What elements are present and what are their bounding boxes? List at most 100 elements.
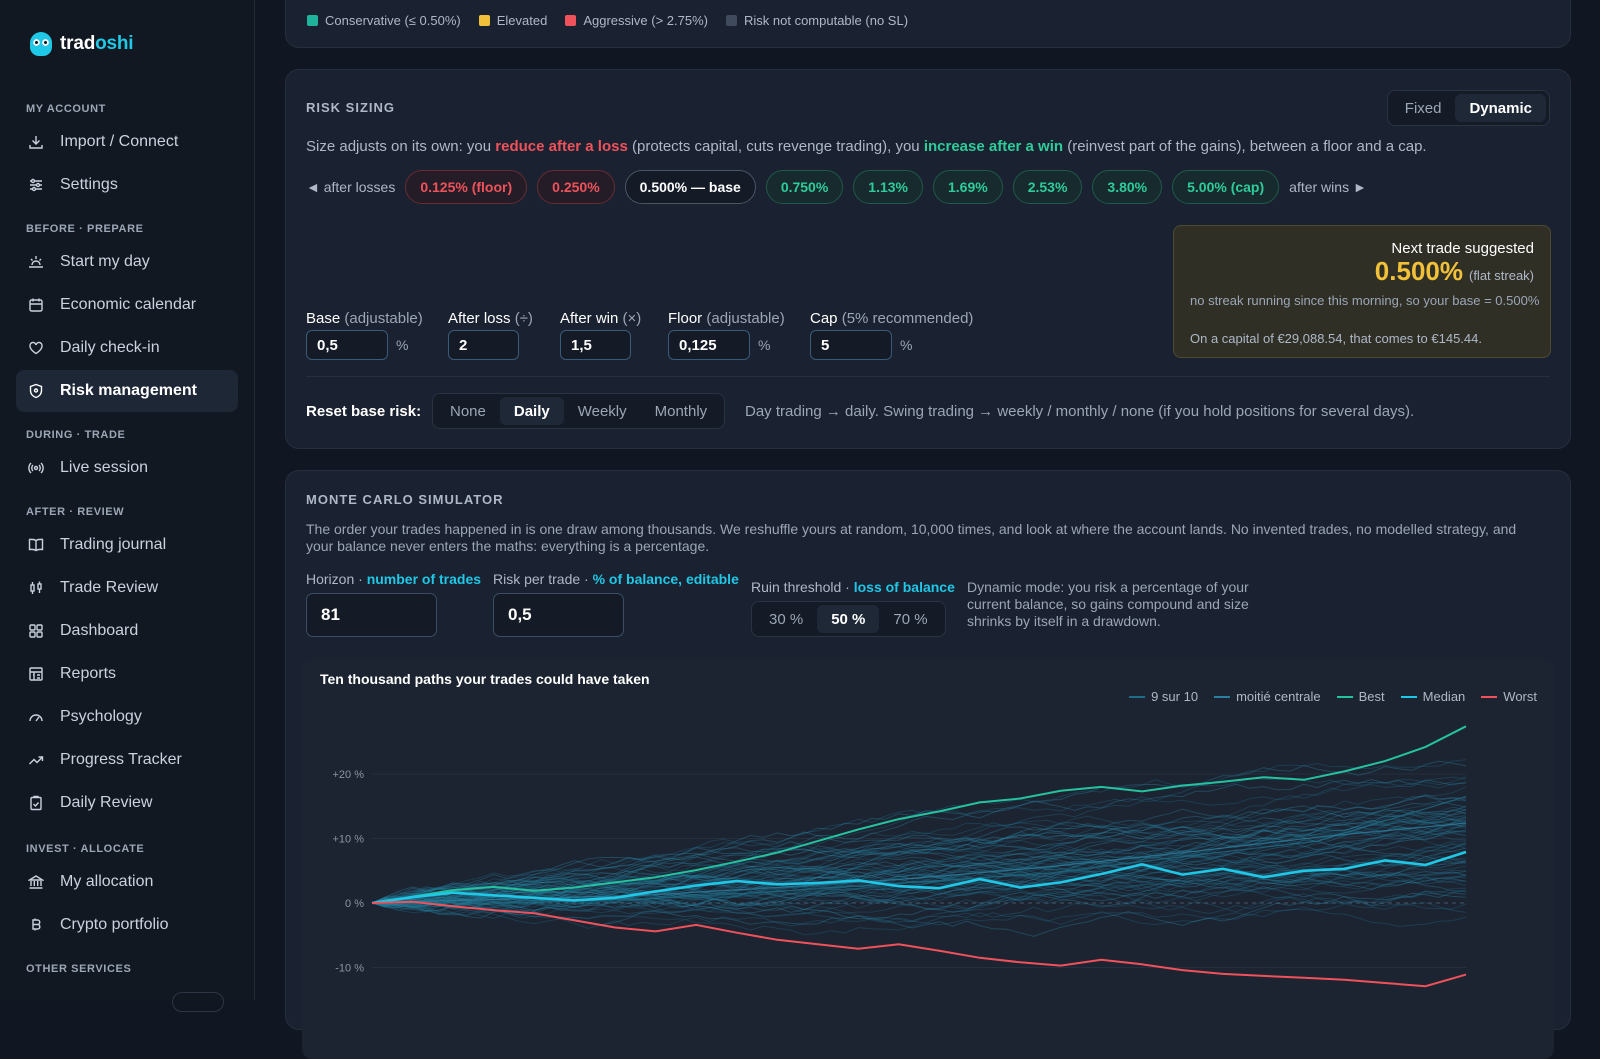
legend-line — [1481, 695, 1498, 698]
mode-dynamic-button[interactable]: Dynamic — [1455, 94, 1546, 122]
simulated-path — [371, 808, 1467, 907]
sidebar-item-dashboard[interactable]: Dashboard — [16, 610, 238, 652]
ladder-step: 1.69% — [933, 170, 1003, 204]
simulated-path — [371, 781, 1466, 906]
simulated-path — [371, 836, 1467, 904]
horizon-input[interactable]: 81 — [306, 593, 437, 637]
ladder-left-label: ◄ after losses — [306, 179, 396, 195]
base-risk-input[interactable]: 0,5 — [306, 330, 388, 360]
sidebar-item-label: Risk management — [60, 382, 197, 399]
section-title: RISK SIZING — [306, 100, 396, 115]
brand-logo[interactable]: tradoshi — [30, 32, 134, 56]
series-line — [371, 725, 1467, 904]
field-after-loss: After loss (÷) 2 — [448, 310, 533, 360]
risk-per-trade-input[interactable]: 0,5 — [493, 593, 624, 637]
broadcast-icon — [28, 462, 44, 474]
simulated-path — [371, 843, 1467, 909]
sidebar-item-live-session[interactable]: Live session — [16, 447, 238, 489]
reset-weekly-button[interactable]: Weekly — [577, 402, 627, 420]
suggestion-heading: Next trade suggested — [1391, 240, 1534, 257]
simulated-path — [371, 816, 1467, 907]
shield-icon — [29, 383, 43, 399]
sidebar-item-daily-check-in[interactable]: Daily check-in — [16, 327, 238, 369]
sidebar-item-label: Settings — [60, 176, 118, 193]
simulated-path — [371, 814, 1467, 914]
ladder-step-base: 0.500% — base — [624, 170, 756, 204]
floor-input[interactable]: 0,125 — [668, 330, 750, 360]
field-cap: Cap (5% recommended) 5% — [810, 310, 973, 360]
simulated-path — [371, 813, 1467, 909]
sidebar-item-economic-calendar[interactable]: Economic calendar — [16, 284, 238, 326]
sidebar-item-start-my-day[interactable]: Start my day — [16, 241, 238, 283]
sidebar-item-psychology[interactable]: Psychology — [16, 696, 238, 738]
simulated-path — [371, 870, 1467, 914]
simulated-path — [371, 778, 1467, 906]
chart-legend: 9 sur 10 moitié centrale Best Median Wor… — [1129, 689, 1537, 704]
ladder-step: 2.53% — [1012, 170, 1083, 204]
field-label: After loss (÷) — [448, 310, 533, 327]
after-loss-input[interactable]: 2 — [448, 330, 519, 360]
grid-icon — [29, 624, 43, 638]
sidebar: tradoshi MY ACCOUNT Import / Connect Set… — [0, 0, 255, 1012]
book-icon — [28, 538, 44, 552]
series-line — [371, 850, 1467, 905]
sidebar-item-progress-tracker[interactable]: Progress Tracker — [16, 739, 238, 781]
legend-item-conservative: Conservative (≤ 0.50%) — [307, 13, 461, 28]
after-win-input[interactable]: 1,5 — [560, 330, 631, 360]
next-trade-suggestion: Next trade suggested 0.500% (flat streak)… — [1173, 225, 1551, 358]
sidebar-item-label: Dashboard — [60, 622, 139, 639]
ruin-70-button[interactable]: 70 % — [893, 610, 928, 628]
simulated-path — [371, 833, 1467, 914]
sidebar-item-label: Live session — [60, 459, 149, 476]
sidebar-item-trade-review[interactable]: Trade Review — [16, 567, 238, 609]
field-floor: Floor (adjustable) 0,125% — [668, 310, 785, 360]
simulated-path — [371, 857, 1467, 912]
risk-sizing-card: RISK SIZING Fixed Dynamic Size adjusts o… — [285, 69, 1571, 449]
mode-fixed-button[interactable]: Fixed — [1404, 99, 1442, 117]
sidebar-item-settings[interactable]: Settings — [16, 164, 238, 206]
legend-line — [1214, 695, 1231, 698]
reset-none-button[interactable]: None — [450, 402, 486, 420]
ruin-threshold-toggle: 30 % 50 % 70 % — [751, 601, 946, 637]
nav-section-title: BEFORE · PREPARE — [26, 223, 144, 235]
sidebar-item-label: My allocation — [60, 873, 154, 890]
simulated-path — [371, 776, 1467, 904]
legend-item-central-half: moitié centrale — [1214, 689, 1321, 704]
nav-section-title: MY ACCOUNT — [26, 103, 106, 115]
simulated-path — [371, 864, 1467, 920]
simulated-path — [371, 869, 1467, 914]
ruin-30-button[interactable]: 30 % — [769, 610, 804, 628]
suggestion-value: 0.500% (flat streak) — [1374, 256, 1534, 286]
sidebar-item-label: Crypto portfolio — [60, 916, 169, 933]
sidebar-item-daily-review[interactable]: Daily Review — [16, 782, 238, 824]
sidebar-item-import[interactable]: Import / Connect — [16, 121, 238, 163]
ruin-50-button[interactable]: 50 % — [817, 605, 880, 633]
ladder-step: 5.00% (cap) — [1172, 170, 1280, 204]
cap-input[interactable]: 5 — [810, 330, 892, 360]
simulated-path — [371, 759, 1467, 905]
simulated-path — [371, 862, 1467, 909]
sidebar-item-my-allocation[interactable]: My allocation — [16, 861, 238, 903]
field-base: Base (adjustable) 0,5% — [306, 310, 423, 360]
ladder-step: 3.80% — [1092, 170, 1163, 204]
sidebar-collapse-toggle[interactable] — [172, 992, 224, 1012]
simulated-path — [371, 813, 1467, 904]
sidebar-item-crypto-portfolio[interactable]: Crypto portfolio — [16, 904, 238, 946]
monte-carlo-card: MONTE CARLO SIMULATOR The order your tra… — [285, 470, 1571, 1059]
simulated-path — [371, 805, 1467, 909]
simulated-path — [371, 794, 1467, 904]
reset-monthly-button[interactable]: Monthly — [654, 402, 708, 420]
reset-daily-button[interactable]: Daily — [499, 397, 564, 425]
reset-frequency-toggle: None Daily Weekly Monthly — [432, 393, 726, 429]
sidebar-item-risk-management[interactable]: Risk management — [16, 370, 238, 412]
simulated-path — [371, 800, 1467, 906]
legend-swatch — [478, 15, 490, 26]
sidebar-item-trading-journal[interactable]: Trading journal — [16, 524, 238, 566]
field-unit: % — [900, 337, 913, 353]
sidebar-item-reports[interactable]: Reports — [16, 653, 238, 695]
chart-title: Ten thousand paths your trades could hav… — [320, 671, 650, 687]
field-label: Cap (5% recommended) — [810, 310, 974, 327]
y-tick-label: +20 % — [333, 769, 365, 781]
simulated-path — [371, 886, 1467, 915]
sidebar-item-label: Trading journal — [60, 536, 167, 553]
